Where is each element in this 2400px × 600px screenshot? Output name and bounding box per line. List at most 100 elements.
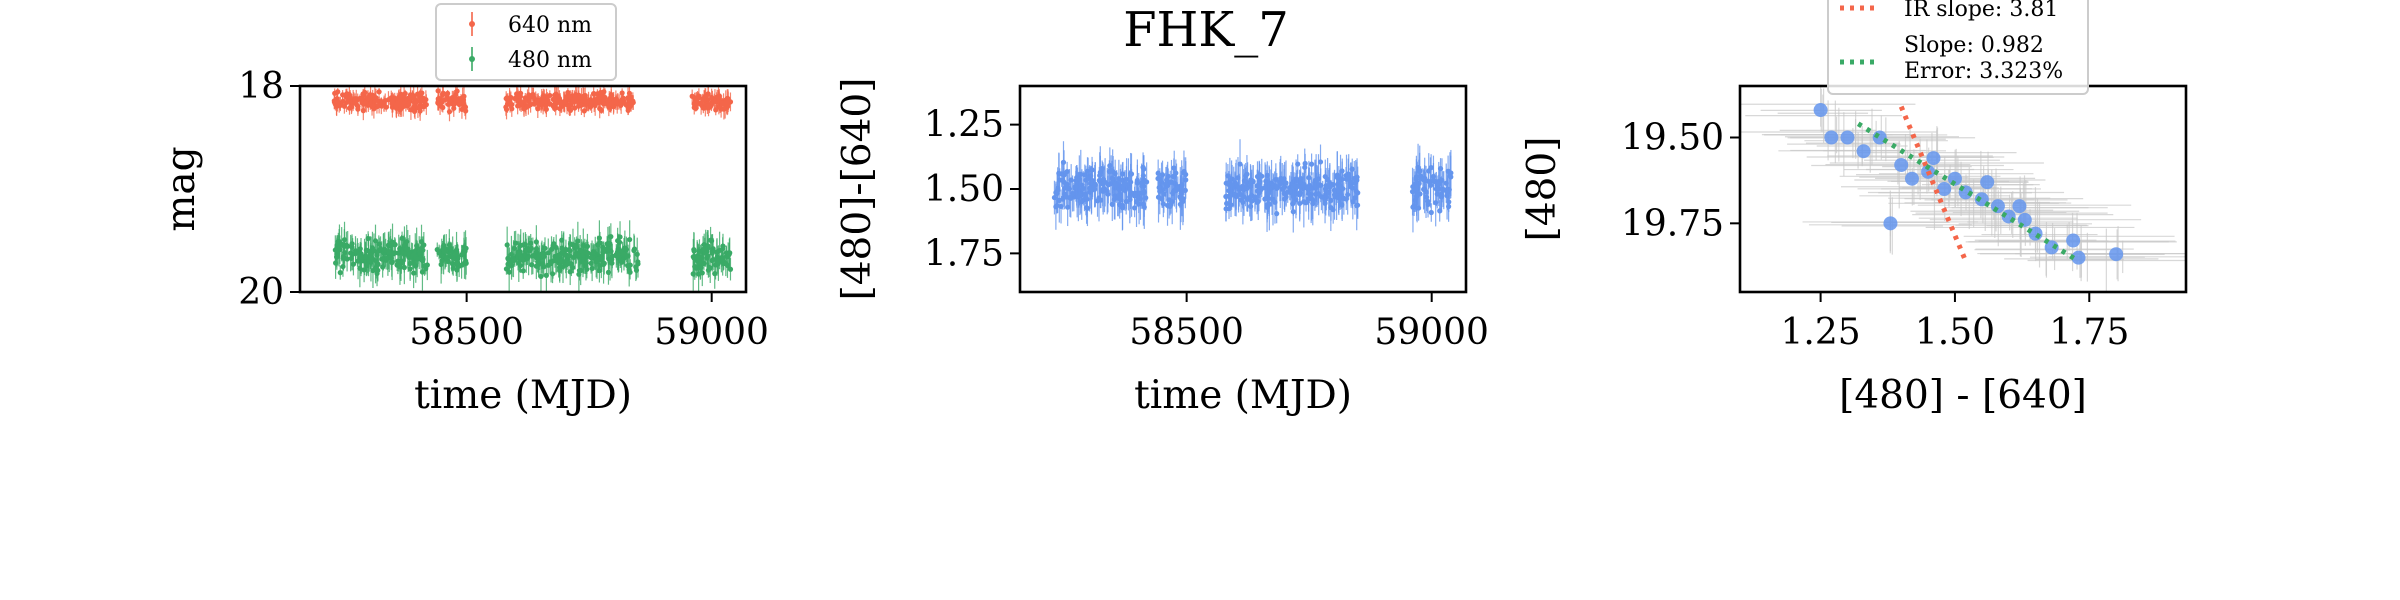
data-point bbox=[415, 256, 421, 262]
data-point bbox=[630, 98, 636, 104]
data-point bbox=[709, 250, 715, 256]
data-point bbox=[1428, 209, 1434, 216]
data-point bbox=[621, 251, 627, 257]
x-tick-label: 59000 bbox=[654, 312, 769, 353]
data-point bbox=[418, 245, 424, 252]
data-point bbox=[721, 106, 727, 112]
data-point bbox=[588, 255, 594, 261]
data-point bbox=[602, 94, 608, 101]
data-point bbox=[509, 258, 515, 264]
data-point bbox=[434, 247, 440, 253]
data-point bbox=[702, 94, 708, 100]
data-point bbox=[515, 103, 521, 109]
data-point bbox=[1428, 182, 1434, 188]
data-point bbox=[613, 99, 619, 105]
color-magnitude-x-label: [480] - [640] bbox=[1839, 373, 2087, 418]
data-point bbox=[1323, 183, 1329, 189]
data-point bbox=[441, 247, 448, 254]
data-point bbox=[608, 234, 614, 240]
data-point bbox=[1245, 196, 1251, 202]
cmd-point bbox=[1980, 175, 1995, 190]
data-point bbox=[407, 266, 413, 272]
data-point bbox=[516, 250, 522, 257]
x-tick-label: 58500 bbox=[409, 312, 524, 353]
data-point bbox=[1056, 197, 1062, 203]
cmd-point bbox=[2071, 250, 2086, 265]
data-point bbox=[1297, 200, 1303, 207]
data-point bbox=[694, 255, 700, 261]
data-point bbox=[455, 260, 461, 266]
cmd-point bbox=[2066, 233, 2081, 248]
data-point bbox=[450, 101, 456, 107]
data-point bbox=[525, 103, 531, 109]
data-point bbox=[345, 243, 351, 249]
data-point bbox=[362, 89, 368, 95]
data-point bbox=[417, 105, 423, 111]
color-curve-y-ticks: 1.25 1.50 1.75 bbox=[924, 105, 1020, 274]
data-point bbox=[507, 100, 513, 106]
data-point bbox=[573, 92, 579, 98]
color-curve-points bbox=[1051, 139, 1454, 233]
data-point bbox=[1448, 170, 1454, 176]
data-point bbox=[573, 242, 579, 249]
data-point bbox=[1413, 174, 1420, 180]
data-point bbox=[1244, 171, 1250, 177]
light-curve-y-label: mag bbox=[159, 146, 204, 231]
data-point bbox=[517, 93, 524, 100]
data-point bbox=[337, 270, 343, 276]
data-point bbox=[1340, 186, 1346, 192]
data-point bbox=[538, 253, 545, 259]
data-point bbox=[382, 98, 388, 104]
data-point bbox=[1317, 159, 1324, 165]
data-point bbox=[609, 253, 615, 259]
data-point bbox=[1290, 193, 1296, 199]
data-point bbox=[340, 92, 346, 98]
data-point bbox=[1123, 198, 1129, 205]
data-point bbox=[336, 101, 343, 107]
data-point bbox=[1092, 182, 1098, 188]
legend-label-480: 480 nm bbox=[508, 48, 592, 73]
data-point bbox=[1108, 167, 1114, 174]
data-point bbox=[379, 256, 385, 262]
data-point bbox=[1177, 201, 1183, 207]
data-point bbox=[1309, 161, 1315, 167]
data-point bbox=[1348, 179, 1354, 185]
data-point bbox=[581, 97, 587, 104]
cmd-point bbox=[1926, 151, 1941, 166]
data-point bbox=[401, 264, 407, 271]
data-point bbox=[1430, 177, 1437, 183]
data-point bbox=[561, 99, 567, 105]
data-point bbox=[1064, 168, 1070, 175]
data-point bbox=[386, 249, 392, 255]
data-point bbox=[440, 104, 446, 111]
data-point bbox=[1067, 194, 1073, 201]
data-point bbox=[411, 93, 417, 99]
data-point bbox=[358, 254, 364, 260]
data-point bbox=[566, 103, 573, 109]
data-point bbox=[596, 100, 602, 106]
data-point bbox=[599, 90, 605, 96]
data-point bbox=[376, 89, 382, 95]
data-point bbox=[357, 265, 363, 271]
light-curve-x-ticks: 58500 59000 bbox=[409, 292, 769, 353]
data-point bbox=[548, 260, 554, 267]
data-point bbox=[410, 260, 416, 266]
data-point bbox=[1073, 183, 1079, 189]
data-point bbox=[439, 258, 445, 264]
data-point bbox=[1224, 200, 1230, 207]
y-tick-label: 1.25 bbox=[924, 105, 1004, 146]
data-point bbox=[453, 251, 459, 257]
data-point bbox=[601, 260, 607, 266]
color-magnitude-x-ticks: 1.25 1.50 1.75 bbox=[1781, 292, 2129, 353]
data-point bbox=[413, 99, 419, 106]
data-point bbox=[435, 88, 441, 94]
data-point bbox=[1059, 177, 1066, 183]
data-point bbox=[1076, 193, 1083, 199]
data-point bbox=[448, 254, 455, 260]
data-point bbox=[419, 90, 425, 96]
data-point bbox=[345, 95, 351, 101]
legend-marker-480 bbox=[469, 47, 475, 71]
color-curve-x-label: time (MJD) bbox=[1134, 373, 1352, 418]
data-point bbox=[1291, 183, 1297, 189]
data-point bbox=[625, 263, 631, 269]
